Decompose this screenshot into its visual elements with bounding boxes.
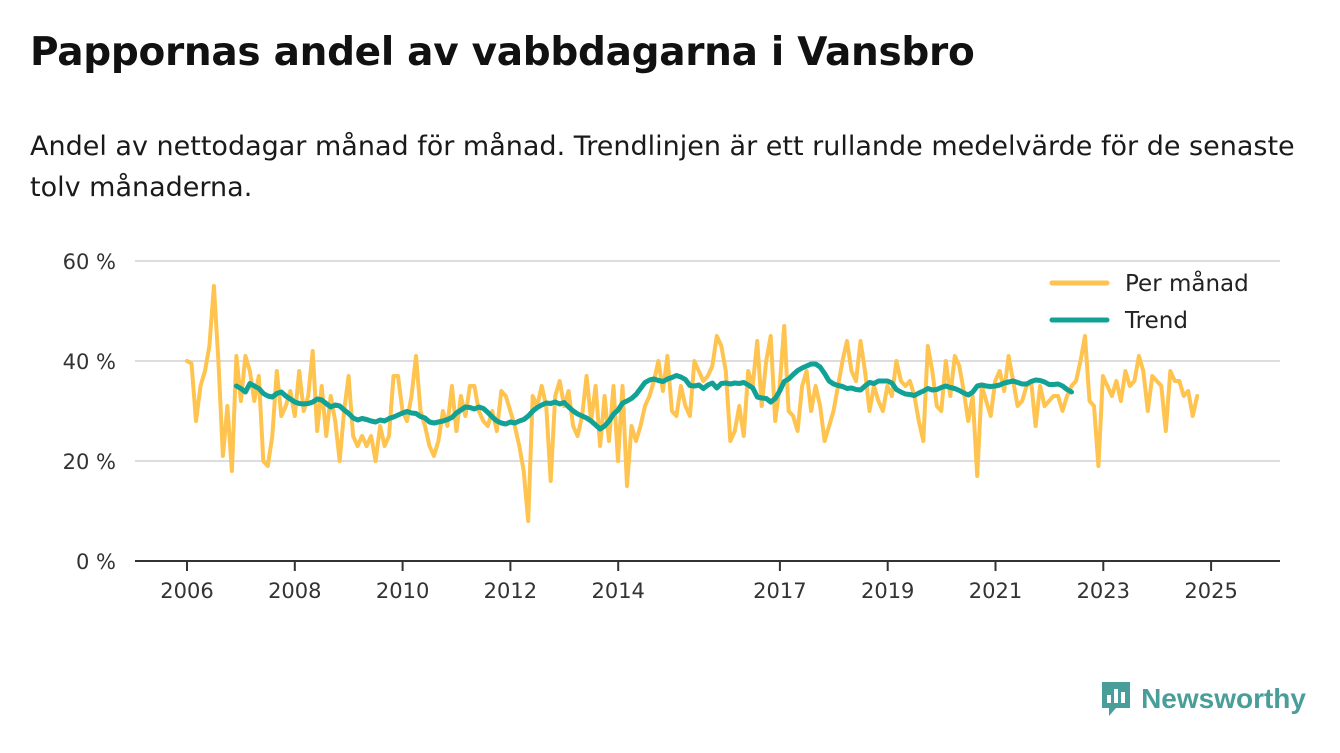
x-tick-label: 2021 [969, 579, 1022, 603]
newsworthy-logo-icon [1102, 682, 1131, 716]
x-tick-label: 2025 [1184, 579, 1237, 603]
x-tick-label: 2023 [1077, 579, 1130, 603]
x-tick-label: 2006 [160, 579, 213, 603]
legend-label-monthly: Per månad [1125, 269, 1249, 297]
y-tick-label: 60 % [63, 250, 116, 274]
x-axis-ticks: 2006 2008 2010 2012 2014 2017 2019 2021 2023 2025 [160, 561, 1238, 603]
x-tick-label: 2017 [753, 579, 806, 603]
brand-logo: Newsworthy [1099, 680, 1306, 718]
x-tick-label: 2008 [268, 579, 321, 603]
y-tick-label: 0 % [76, 550, 116, 574]
brand-name: Newsworthy [1141, 683, 1306, 714]
page-subtitle: Andel av nettodagar månad för månad. Tre… [30, 131, 1295, 203]
x-tick-label: 2012 [484, 579, 537, 603]
y-tick-label: 40 % [63, 350, 116, 374]
x-tick-label: 2019 [861, 579, 914, 603]
y-tick-label: 20 % [63, 450, 116, 474]
series-line-trend [233, 361, 1074, 432]
series-lines [185, 284, 1200, 523]
page-title: Pappornas andel av vabbdagarna i Vansbro [30, 30, 975, 75]
x-tick-label: 2010 [376, 579, 429, 603]
x-tick-label: 2014 [591, 579, 644, 603]
grid-lines [135, 260, 1280, 562]
legend-label-trend: Trend [1124, 308, 1188, 334]
y-axis-ticks: 0 % 20 % 40 % 60 % [63, 250, 116, 574]
legend: Per månad Trend [1049, 269, 1249, 334]
